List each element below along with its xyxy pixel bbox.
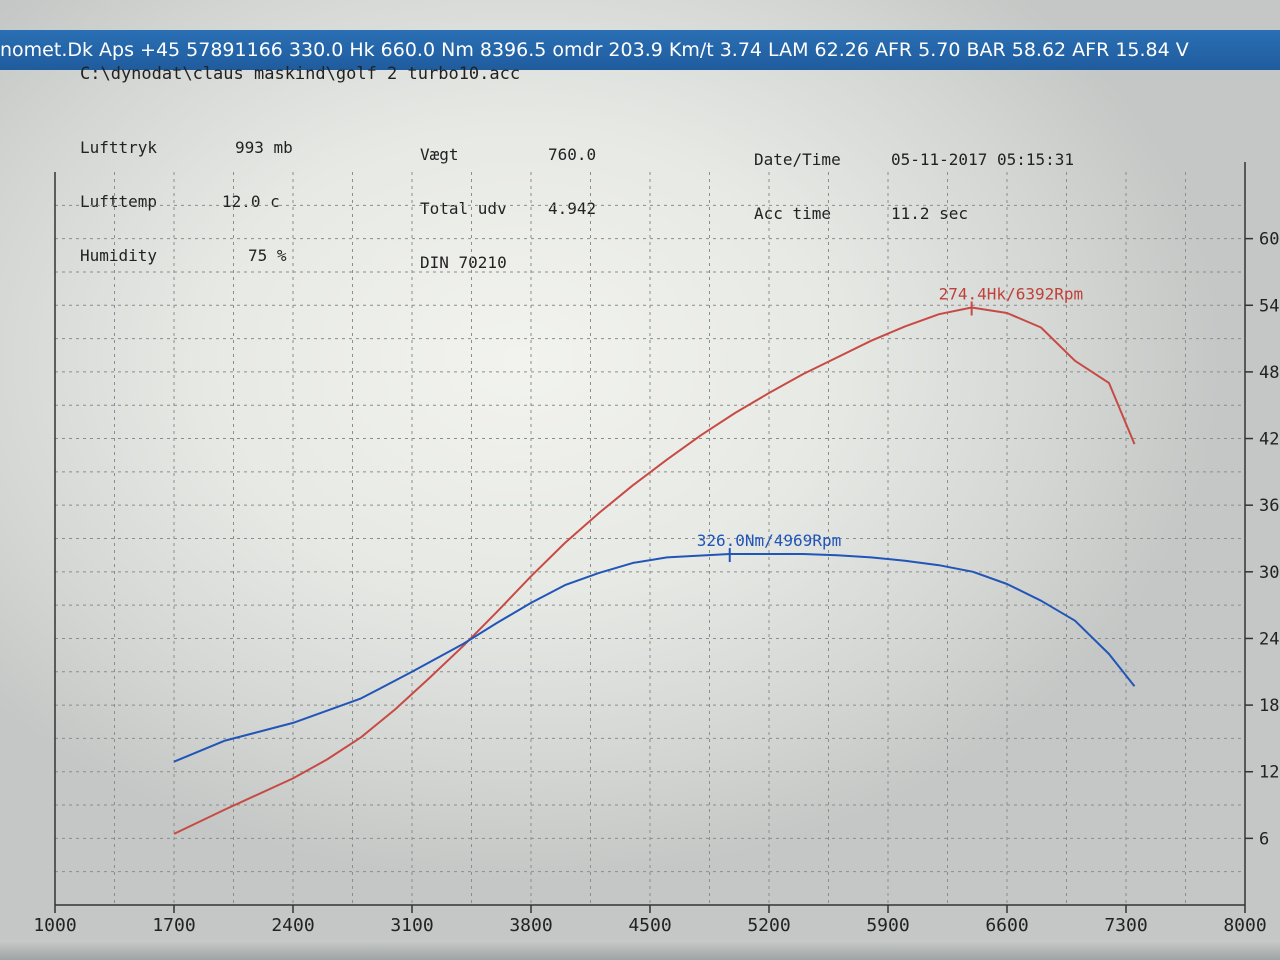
info-block-ambient: Lufttryk 993 mb Lufttemp 12.0 c Humidity 75… [80,103,293,283]
x-tick-label: 1700 [152,915,195,936]
right-tick-label: 48 [1259,363,1279,383]
total-udv-label: Total udv [420,199,507,218]
right-tick-label: 60 [1259,230,1279,250]
chart-ticks: 1000 1700 2400 3100 3800 4500 5200 5900 6600 7300… [33,230,1279,936]
torque-curve [173,553,1136,763]
humidity-label: Humidity [80,246,158,265]
x-tick-label: 3800 [509,915,552,936]
chart-axes [54,162,1246,906]
x-tick-label: 6600 [985,915,1028,936]
file-path: C:\dynodat\claus maskind\golf 2 turbo10.… [80,64,521,84]
acc-value: 11.2 sec [891,204,969,223]
acc-label: Acc time [754,204,832,223]
torque-peak-label: 326.0Nm/4969Rpm [697,531,842,550]
chart-series [173,306,1136,835]
screen-bezel [0,940,1280,960]
x-tick-label: 8000 [1223,915,1266,936]
right-tick-label: 42 [1259,430,1279,450]
datetime-label: Date/Time [754,150,841,169]
lufttemp-label: Lufttemp [80,192,158,211]
vaegt-label: Vægt [420,145,459,164]
right-tick-label: 30 [1259,563,1279,583]
right-tick-label: 12 [1259,763,1279,783]
info-block-time: Date/Time 05-11-2017 05:15:31 Acc time 11.… [754,115,1074,241]
x-tick-label: 5900 [866,915,909,936]
chart-grid [55,172,1245,905]
right-tick-label: 24 [1259,629,1279,649]
right-tick-label: 6 [1259,829,1269,849]
x-tick-label: 3100 [390,915,433,936]
right-tick-label: 54 [1259,296,1279,316]
info-block-vehicle: Vægt 760.0 Total udv 4.942 DIN 70210 [420,110,596,290]
x-tick-label: 7300 [1104,915,1147,936]
x-tick-label: 2400 [271,915,314,936]
power-peak-label: 274.4Hk/6392Rpm [939,284,1084,303]
status-bar: nomet.Dk Aps +45 57891166 330.0 Hk 660.0… [0,30,1280,70]
humidity-value: 75 % [248,246,287,265]
right-tick-label: 36 [1259,496,1279,516]
lufttryk-label: Lufttryk [80,138,158,157]
datetime-value: 05-11-2017 05:15:31 [891,150,1075,169]
lufttryk-value: 993 mb [235,138,293,157]
x-tick-label: 5200 [747,915,790,936]
x-tick-label: 4500 [628,915,671,936]
total-udv-value: 4.942 [548,199,597,218]
lufttemp-value: 12.0 c [222,192,280,211]
right-tick-label: 18 [1259,696,1279,716]
din-text: DIN 70210 [420,253,507,272]
status-text: nomet.Dk Aps +45 57891166 330.0 Hk 660.0… [0,39,1189,61]
vaegt-value: 760.0 [548,145,597,164]
power-curve [173,306,1136,835]
x-tick-label: 1000 [33,915,76,936]
chart-annotations: 274.4Hk/6392Rpm 326.0Nm/4969Rpm [697,284,1084,563]
